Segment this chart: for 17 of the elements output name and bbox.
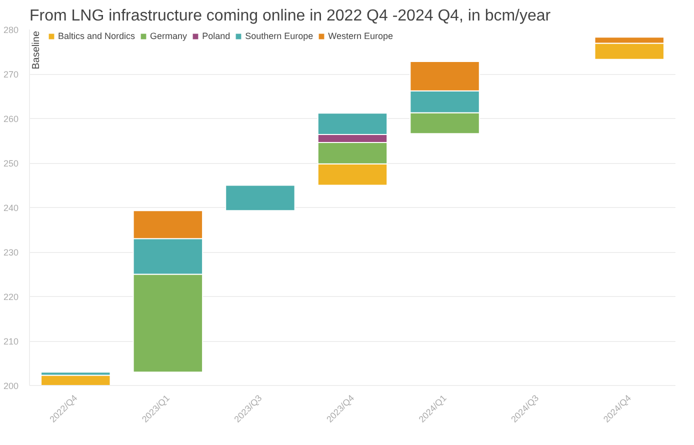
legend-label: Germany xyxy=(150,31,188,41)
y-tick-label: 250 xyxy=(3,158,19,168)
y-tick-label: 240 xyxy=(3,203,19,213)
legend-label: Western Europe xyxy=(328,31,394,41)
y-tick-label: 260 xyxy=(3,114,19,124)
bar xyxy=(225,184,296,212)
legend-label: Baltics and Nordics xyxy=(58,31,136,41)
y-tick-label: 220 xyxy=(3,292,19,302)
y-tick-label: 200 xyxy=(3,381,19,391)
legend-title: Baseline xyxy=(31,31,42,70)
y-tick-label: 230 xyxy=(3,248,19,258)
chart-title: From LNG infrastructure coming online in 2022 Q4 -2024 Q4, in bcm/year xyxy=(30,8,552,24)
y-tick-label: 210 xyxy=(3,336,19,346)
y-tick-label: 280 xyxy=(3,25,19,35)
legend-label: Southern Europe xyxy=(245,31,314,41)
y-tick-label: 270 xyxy=(3,70,19,80)
legend-label: Poland xyxy=(202,31,230,41)
